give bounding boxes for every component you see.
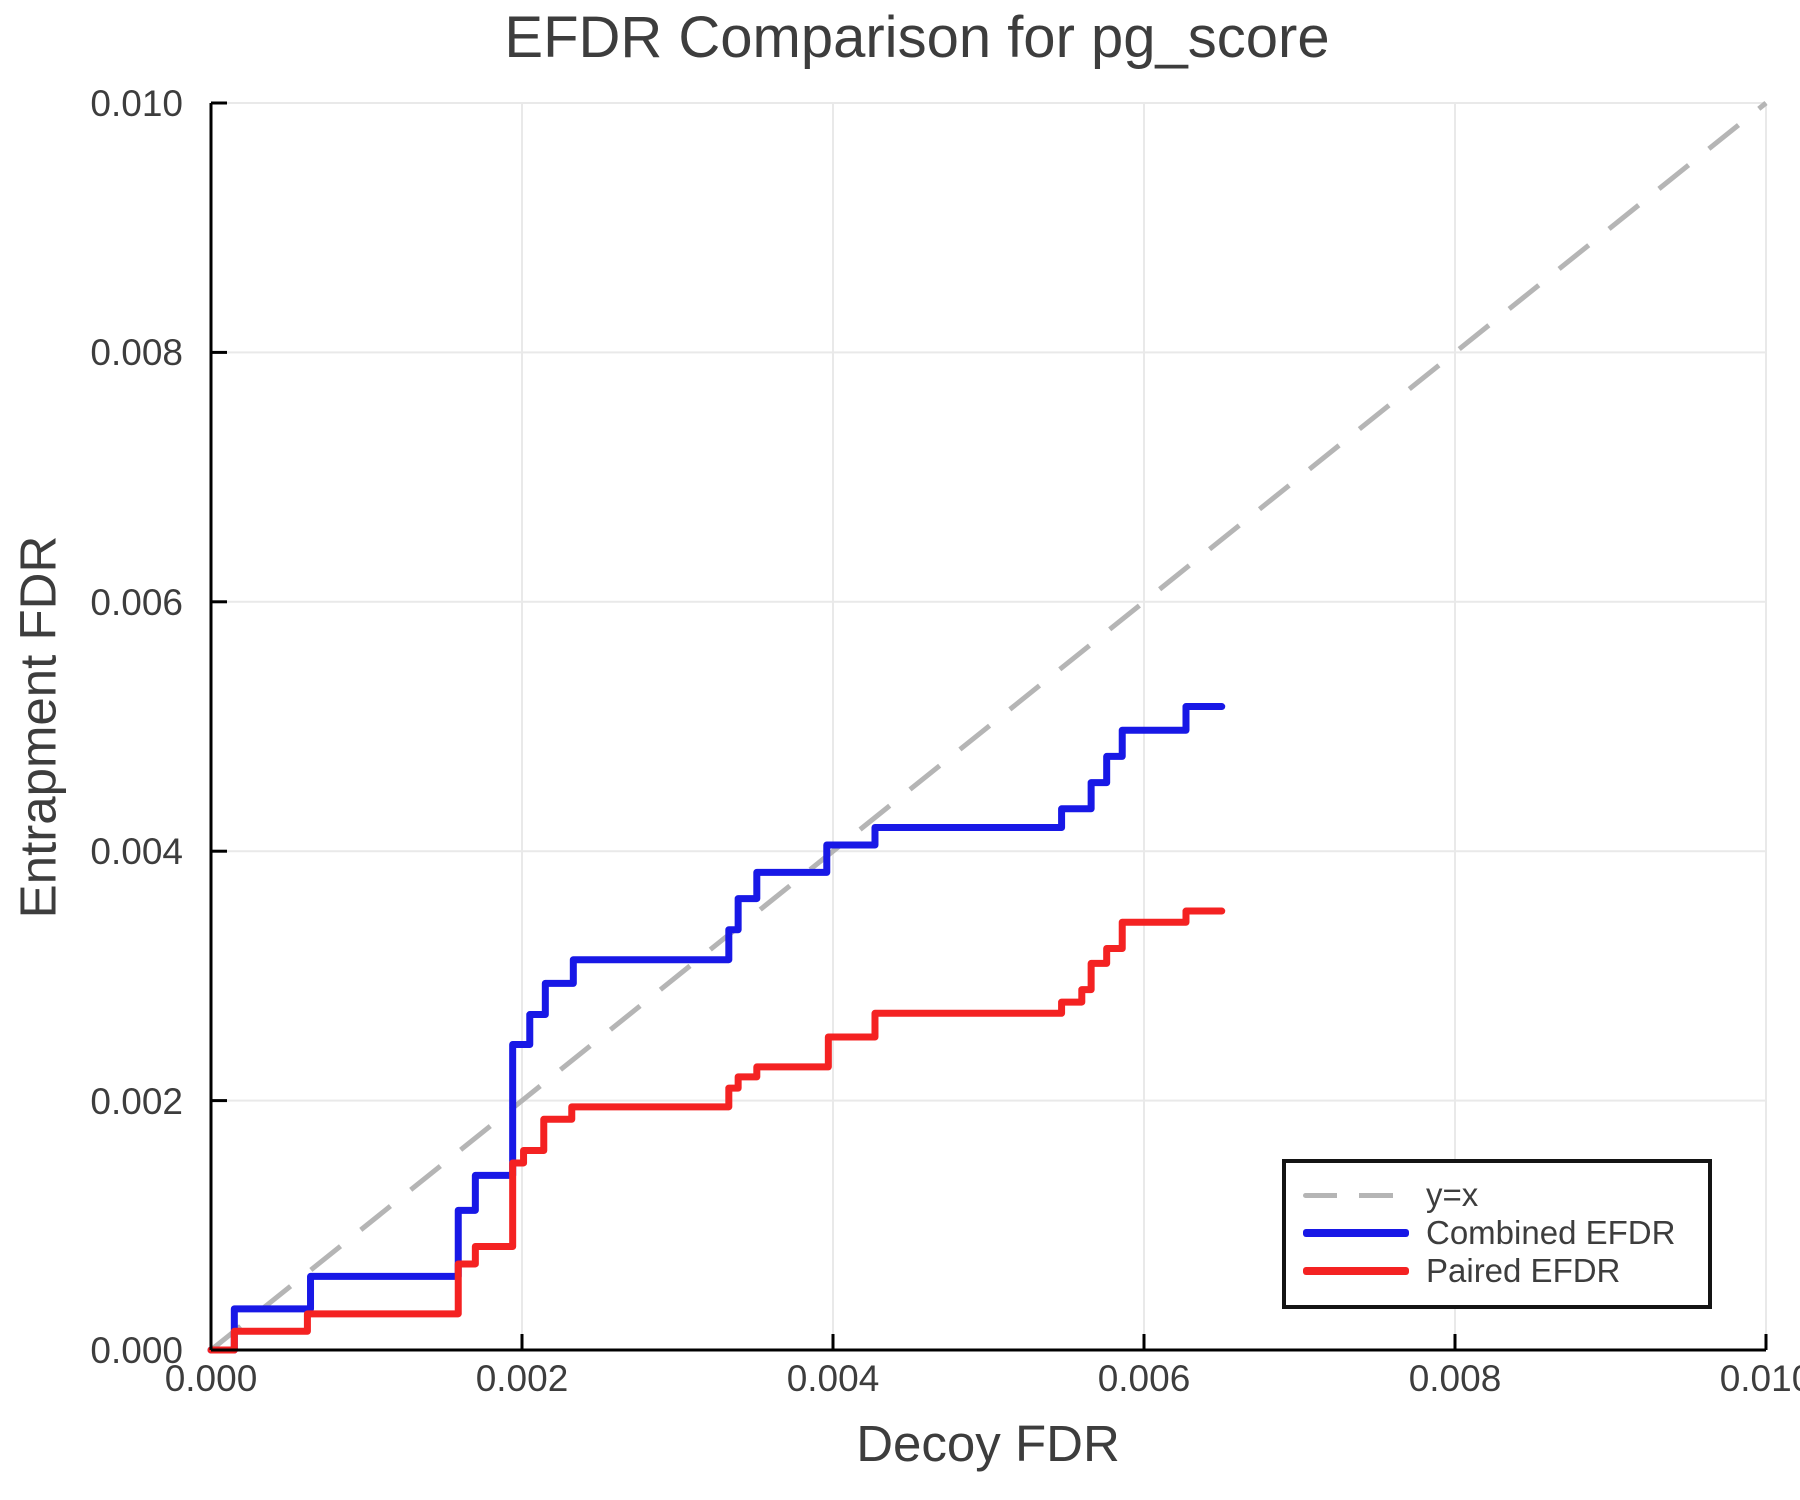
- x-tick-label: 0.006: [1097, 1358, 1191, 1399]
- x-axis-label: Decoy FDR: [856, 1415, 1120, 1472]
- legend-item-paired-efdr: Paired EFDR: [1286, 1252, 1708, 1290]
- legend-blue-line-sample: [1303, 1229, 1409, 1237]
- x-tick-label: 0.008: [1408, 1358, 1502, 1399]
- y-tick-label: 0.006: [90, 581, 183, 623]
- legend-item-reference: y=x: [1286, 1176, 1708, 1214]
- y-tick-label: 0.002: [90, 1080, 183, 1122]
- reference-line-yx: [209, 101, 1768, 1352]
- chart-title: EFDR Comparison for pg_score: [504, 5, 1330, 70]
- x-tick-label: 0.002: [475, 1358, 569, 1399]
- legend-label: y=x: [1426, 1176, 1479, 1213]
- legend-red-line-sample: [1303, 1267, 1409, 1275]
- legend-item-combined-efdr: Combined EFDR: [1286, 1214, 1708, 1252]
- x-tick-label: 0.000: [164, 1358, 258, 1399]
- legend-dashed-line-sample: [1303, 1192, 1409, 1198]
- legend: y=x Combined EFDR Paired EFDR: [1282, 1159, 1712, 1309]
- series-combined-efdr: [207, 703, 1226, 1354]
- x-tick-label: 0.010: [1719, 1358, 1800, 1399]
- y-tick-label: 0.004: [90, 831, 183, 873]
- y-tick-label: 0.010: [90, 83, 183, 124]
- y-tick-label: 0.008: [90, 332, 183, 374]
- y-tick-label: 0.000: [90, 1330, 183, 1371]
- legend-label: Paired EFDR: [1426, 1252, 1621, 1289]
- series-paired-efdr: [207, 907, 1226, 1354]
- legend-label: Combined EFDR: [1426, 1214, 1676, 1251]
- x-tick-label: 0.004: [786, 1358, 880, 1399]
